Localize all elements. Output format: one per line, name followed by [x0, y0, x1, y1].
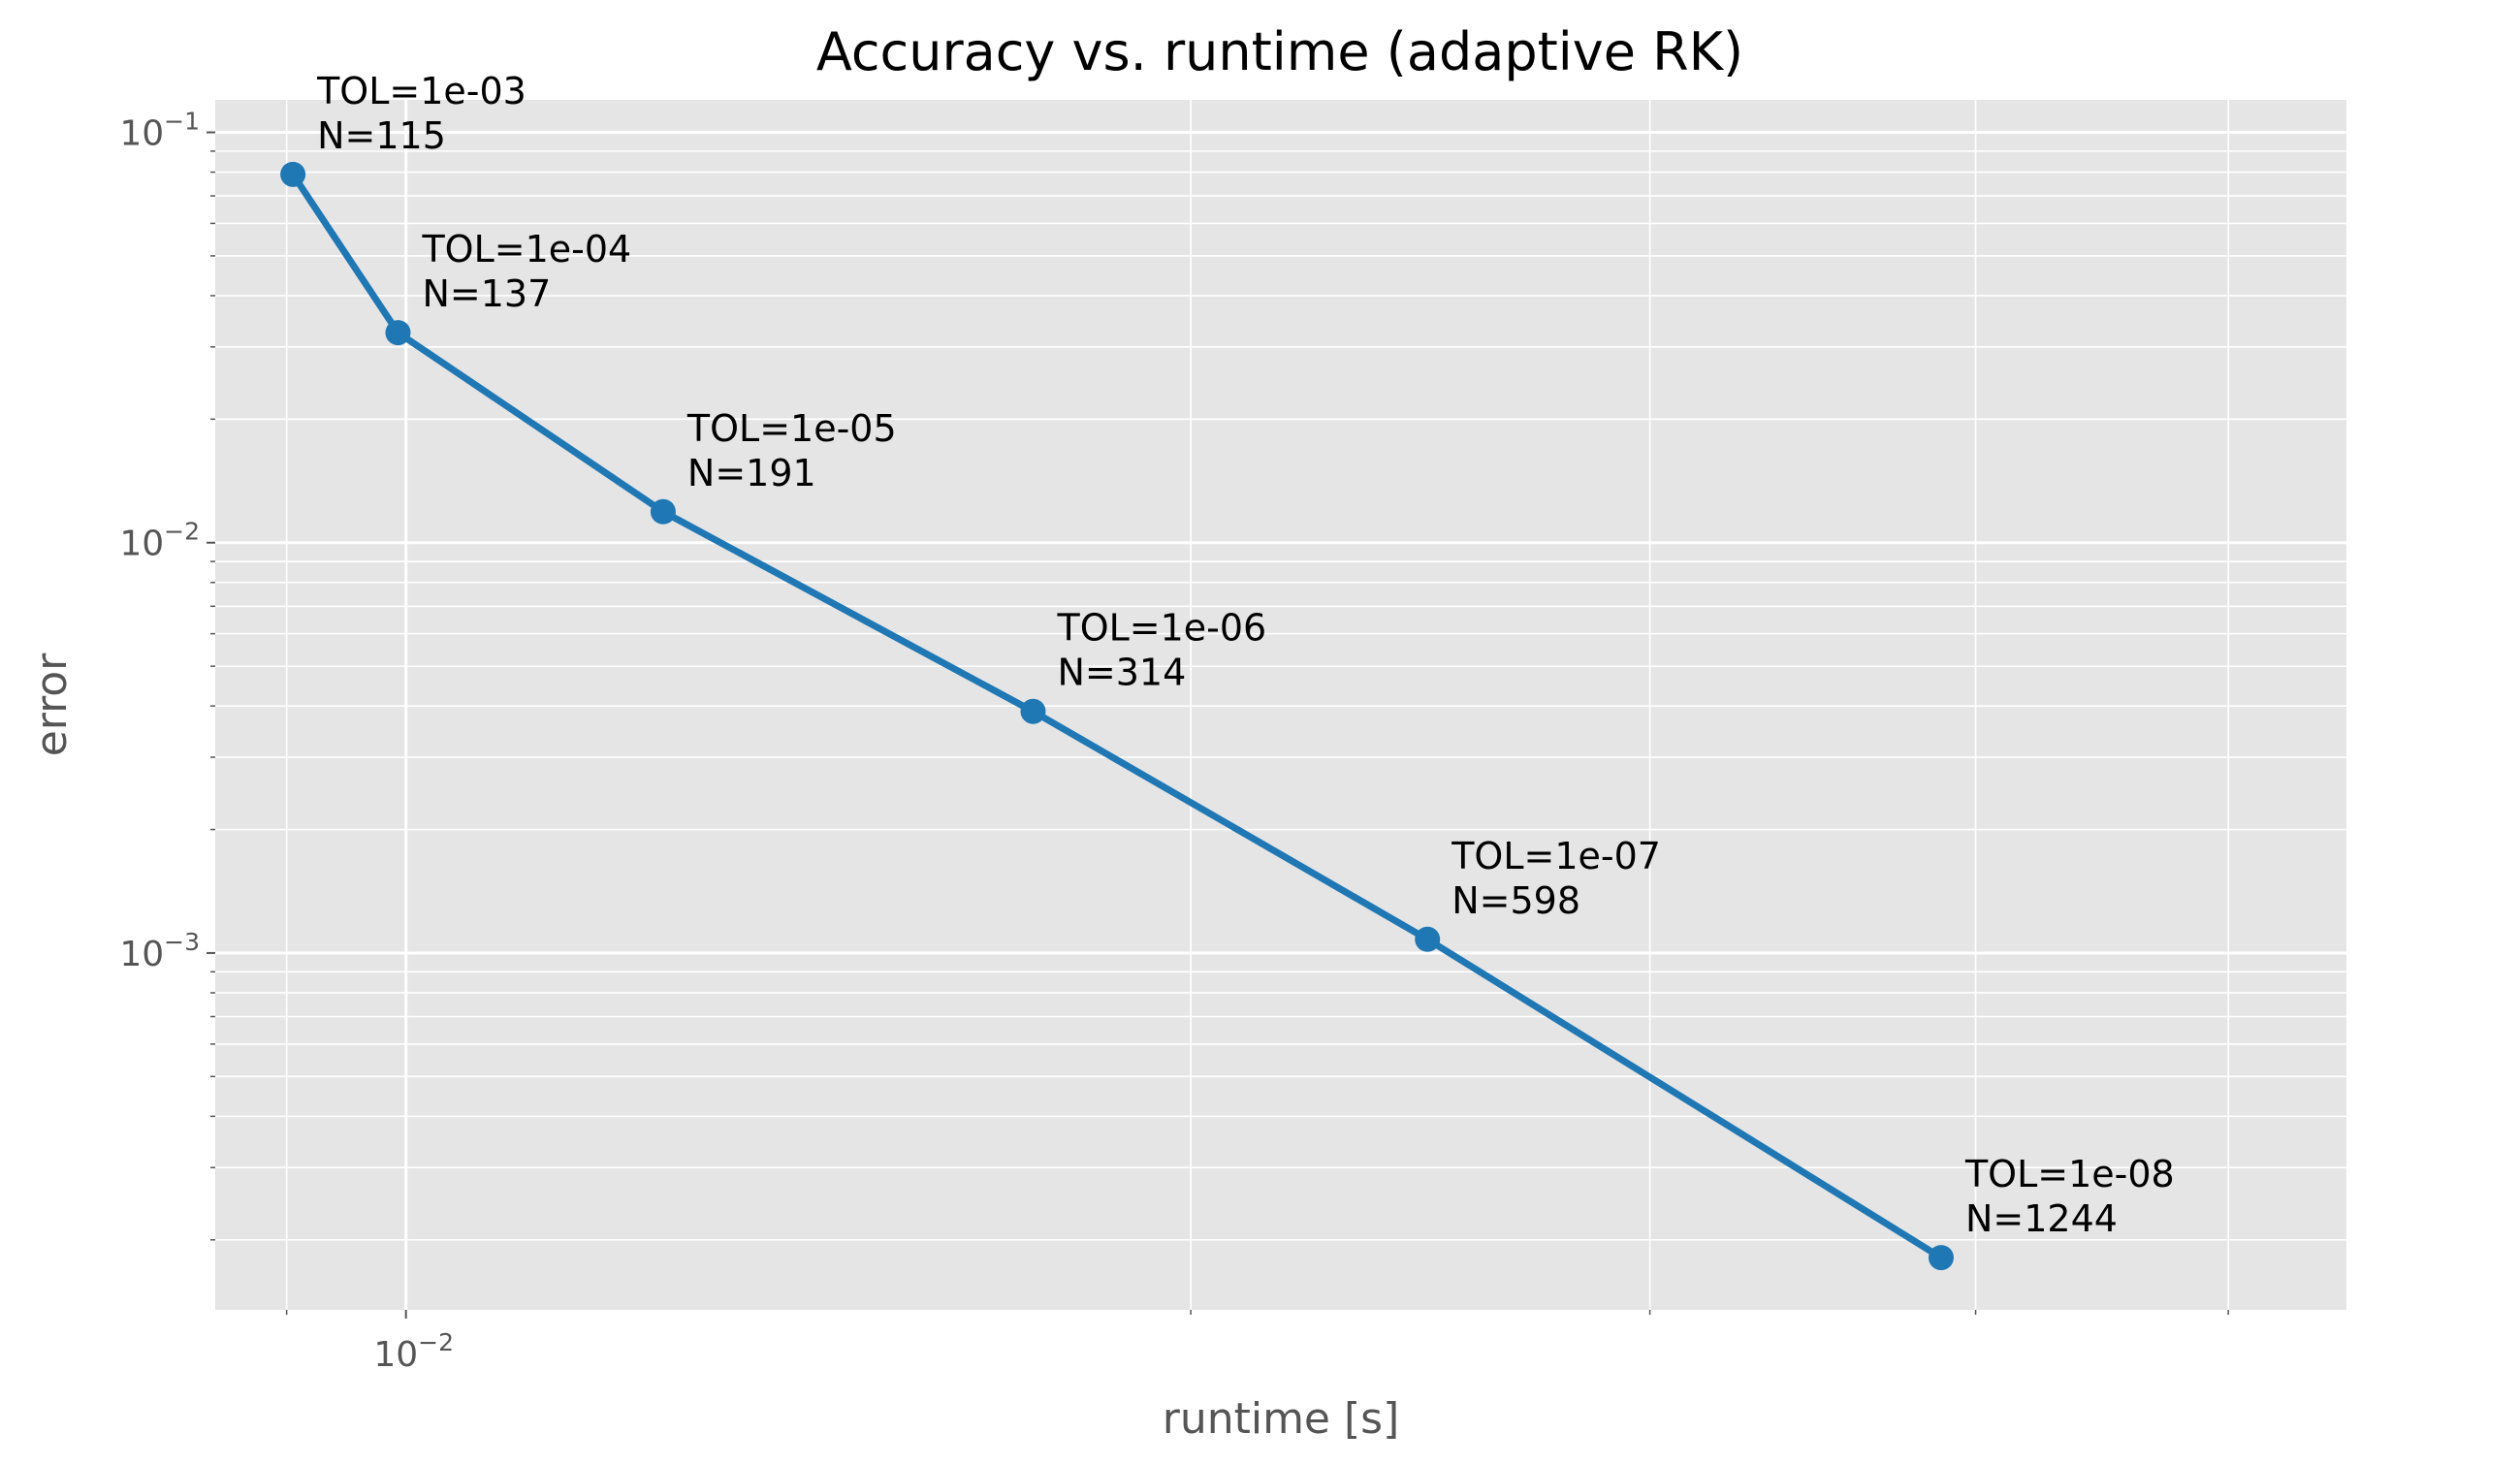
annotation-tol: TOL=1e-03 [316, 70, 526, 112]
x-tick-label: 10−2 [373, 1328, 454, 1375]
data-point [1020, 698, 1046, 724]
annotation-n: N=1244 [1965, 1197, 2118, 1240]
data-point [1415, 926, 1441, 952]
annotation-n: N=191 [687, 452, 816, 494]
annotation-layer: TOL=1e-03N=115TOL=1e-04N=137TOL=1e-05N=1… [316, 70, 2175, 1240]
y-tick-label: 10−3 [119, 928, 200, 974]
series-line [289, 171, 1945, 1261]
data-point [280, 161, 306, 187]
axis-tick-labels: 10−1 10−2 10−3 10−2 [119, 108, 454, 1375]
series-layer [280, 161, 1954, 1271]
data-point [1928, 1245, 1954, 1271]
chart-title: Accuracy vs. runtime (adaptive RK) [816, 21, 1743, 82]
y-tick-label: 10−2 [119, 518, 200, 564]
annotation-n: N=137 [422, 272, 551, 315]
annotation-n: N=115 [317, 114, 446, 157]
plot-area [215, 100, 2346, 1310]
axis-ticks [207, 131, 2229, 1319]
minor-gridlines [215, 100, 2346, 1310]
annotation-tol: TOL=1e-05 [686, 407, 897, 450]
annotation-n: N=598 [1451, 879, 1580, 922]
data-point [650, 498, 676, 525]
annotation-tol: TOL=1e-04 [421, 228, 631, 271]
annotation-tol: TOL=1e-06 [1056, 607, 1266, 650]
annotation-tol: TOL=1e-07 [1451, 835, 1661, 877]
y-tick-label: 10−1 [119, 108, 200, 154]
annotation-n: N=314 [1057, 652, 1186, 694]
x-axis-label: runtime [s] [1163, 1394, 1400, 1444]
data-point [385, 320, 411, 346]
annotation-tol: TOL=1e-08 [1964, 1153, 2175, 1195]
major-gridlines [215, 100, 2346, 1310]
y-axis-label: error [27, 653, 77, 756]
